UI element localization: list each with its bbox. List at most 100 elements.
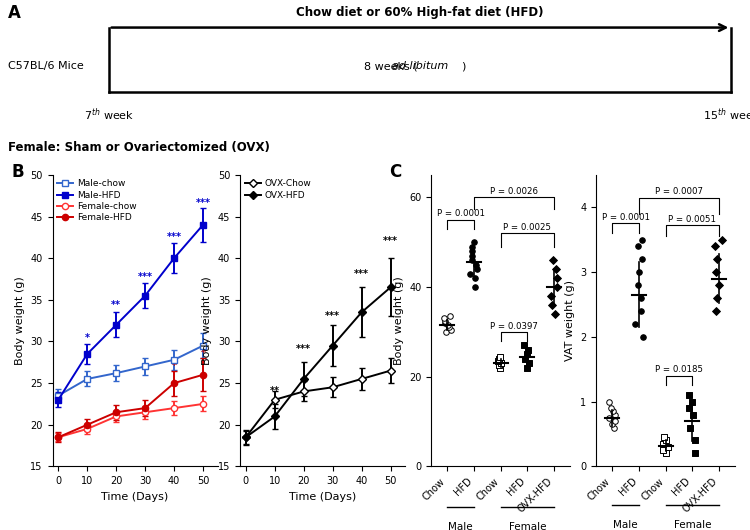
Text: P = 0.0051: P = 0.0051 [668,215,716,224]
Point [608,423,619,432]
Point [632,281,644,289]
Point [604,404,616,412]
Point [609,417,621,425]
Point [468,238,480,246]
Point [635,307,647,315]
Point [521,364,533,372]
Text: P = 0.0007: P = 0.0007 [655,187,703,196]
Point [439,316,451,325]
Point [636,255,648,263]
Point [686,398,698,406]
Point [688,449,700,458]
Text: ***: *** [383,236,398,246]
Point [607,407,619,416]
Point [660,449,672,458]
Point [492,357,504,365]
Point [439,319,451,327]
Point [688,410,700,419]
X-axis label: Time (Days): Time (Days) [289,492,356,502]
Point [603,413,615,422]
Text: P = 0.0397: P = 0.0397 [490,322,538,331]
Point [658,439,670,448]
Text: Male: Male [448,523,473,530]
Point [549,310,561,318]
Text: **: ** [111,300,122,310]
Point [551,274,563,282]
Point [493,355,505,363]
Text: ***: *** [354,269,369,279]
Point [524,359,536,367]
Point [493,361,505,370]
Point [469,283,481,292]
Point [470,274,482,282]
Point [637,235,649,244]
Point [444,312,456,321]
Text: ): ) [461,61,466,71]
Point [606,420,618,429]
Y-axis label: Body weight (g): Body weight (g) [394,276,404,365]
Text: ***: *** [296,344,311,354]
Point [466,251,478,260]
Legend: Male-chow, Male-HFD, Female-chow, Female-HFD: Male-chow, Male-HFD, Female-chow, Female… [57,180,136,222]
Point [519,355,531,363]
Point [634,294,646,302]
Text: 8 weeks (: 8 weeks ( [364,61,420,71]
Point [494,364,506,372]
Point [683,404,695,412]
Text: 15$^{th}$ week: 15$^{th}$ week [703,106,750,122]
Point [442,321,454,329]
Text: C57BL/6 Mice: C57BL/6 Mice [8,61,83,71]
Point [472,265,484,273]
Point [496,359,508,367]
Point [445,325,457,334]
Text: 7$^{th}$ week: 7$^{th}$ week [84,106,134,122]
Point [632,242,644,250]
Point [712,281,724,289]
Point [633,268,645,276]
Point [688,436,700,445]
Text: Female: Sham or Ovariectomized (OVX): Female: Sham or Ovariectomized (OVX) [8,140,269,154]
Point [440,328,452,336]
Text: C: C [390,163,402,181]
Text: Female: Female [674,519,711,529]
Point [551,283,563,292]
Point [683,391,695,400]
Legend: OVX-Chow, OVX-HFD: OVX-Chow, OVX-HFD [244,180,311,200]
Y-axis label: Body weight (g): Body weight (g) [15,276,25,365]
Point [494,352,506,361]
Text: ***: *** [166,232,182,242]
Point [637,333,649,341]
Text: B: B [11,163,24,181]
Point [656,446,668,454]
Point [466,256,478,264]
Text: P = 0.0026: P = 0.0026 [490,187,538,196]
Text: P = 0.0001: P = 0.0001 [602,213,650,222]
Point [464,269,476,278]
Text: Female: Female [509,523,546,530]
Point [522,346,534,354]
Text: ***: *** [326,311,340,321]
Point [684,423,696,432]
Y-axis label: VAT weight (g): VAT weight (g) [565,280,574,361]
Text: ad libitum: ad libitum [392,61,448,71]
Text: **: ** [270,386,280,395]
X-axis label: Time (Days): Time (Days) [101,492,169,502]
Point [521,350,533,358]
Point [608,410,620,419]
Point [466,242,478,251]
Text: P = 0.0185: P = 0.0185 [655,365,703,374]
Text: Chow diet or 60% High-fat diet (HFD): Chow diet or 60% High-fat diet (HFD) [296,6,544,19]
Point [711,294,723,302]
Text: P = 0.0001: P = 0.0001 [436,209,484,218]
Point [470,260,482,269]
Point [662,443,674,451]
Point [658,433,670,441]
Point [518,341,530,350]
Point [629,320,641,328]
Point [716,235,728,244]
Y-axis label: Body weight (g): Body weight (g) [202,276,212,365]
Point [710,242,722,250]
Point [545,301,557,309]
Text: *: * [85,333,90,343]
Point [544,292,556,300]
